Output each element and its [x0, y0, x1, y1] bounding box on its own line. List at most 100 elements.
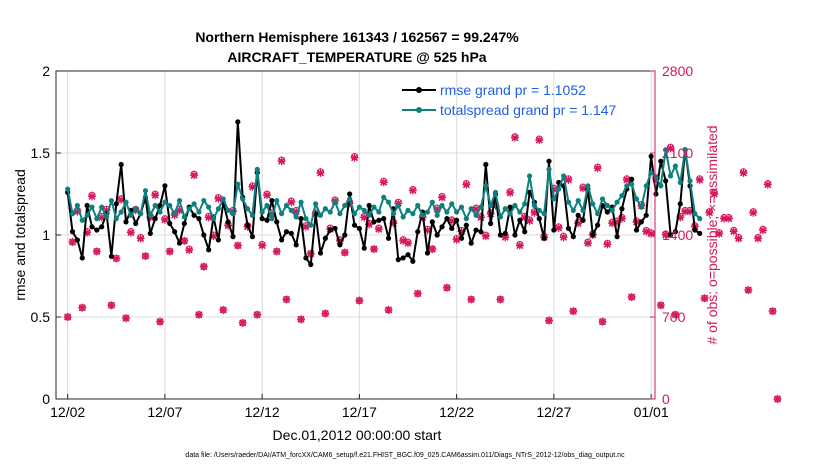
x-tick-label: 12/12 — [245, 404, 280, 420]
rmse-point — [152, 216, 158, 222]
totalspread-point — [454, 209, 460, 215]
totalspread-point — [215, 206, 221, 212]
totalspread-point — [206, 204, 212, 210]
rmse-point — [206, 247, 212, 253]
totalspread-point — [376, 209, 382, 215]
totalspread-point — [619, 193, 625, 199]
obs-assimilated-point — [758, 226, 767, 235]
totalspread-point — [526, 173, 533, 179]
rmse-point — [147, 230, 153, 236]
rmse-point — [356, 225, 362, 232]
rmse-point — [74, 237, 80, 243]
obs-assimilated-point — [92, 247, 101, 256]
obs-assimilated-point — [78, 303, 87, 312]
totalspread-point — [103, 214, 110, 220]
rmse-point — [157, 202, 163, 209]
totalspread-point — [512, 202, 518, 209]
obs-assimilated-point — [258, 241, 267, 250]
totalspread-point — [400, 214, 406, 220]
rmse-point — [551, 227, 557, 233]
totalspread-point — [181, 214, 187, 220]
rmse-point — [298, 216, 304, 222]
totalspread-point — [113, 216, 119, 222]
totalspread-point — [89, 204, 95, 210]
y-tick-label-right: 700 — [662, 309, 686, 325]
totalspread-point — [682, 147, 688, 153]
totalspread-point — [351, 211, 358, 217]
rmse-point — [697, 230, 703, 236]
rmse-point — [410, 258, 416, 264]
grid-lines — [56, 71, 655, 399]
rmse-point — [565, 225, 572, 232]
totalspread-point — [385, 199, 392, 205]
obs-assimilated-point — [545, 316, 554, 325]
totalspread-point — [157, 209, 163, 215]
totalspread-point — [298, 199, 304, 205]
rmse-point — [274, 219, 280, 225]
totalspread-point — [633, 196, 640, 202]
totalspread-point — [478, 204, 484, 210]
x-tick-label: 12/02 — [50, 404, 85, 420]
totalspread-point — [99, 204, 105, 210]
rmse-point — [473, 227, 479, 233]
obs-assimilated-point — [744, 286, 753, 295]
y-tick-label-left: 1 — [42, 227, 50, 243]
rmse-point — [293, 242, 299, 248]
rmse-point — [196, 216, 202, 222]
totalspread-point — [152, 202, 158, 209]
obs-assimilated-point — [277, 157, 286, 166]
rmse-point — [108, 253, 115, 259]
rmse-point — [400, 255, 406, 261]
rmse-point — [317, 250, 324, 256]
totalspread-point — [575, 197, 581, 204]
totalspread-point — [133, 206, 139, 212]
rmse-point — [546, 158, 552, 164]
totalspread-point — [570, 207, 576, 213]
rmse-point — [449, 225, 455, 232]
obs-assimilated-point — [656, 301, 665, 310]
obs-assimilated-point — [705, 208, 714, 217]
totalspread-point — [560, 173, 567, 179]
y-tick-label-right: 2100 — [662, 145, 693, 161]
totalspread-point — [220, 196, 226, 202]
totalspread-point — [604, 202, 610, 209]
rmse-point — [118, 161, 124, 168]
rmse-point — [590, 232, 596, 238]
rmse-point — [278, 237, 285, 243]
x-tick-label: 12/07 — [147, 404, 182, 420]
obs-assimilated-point — [603, 240, 612, 249]
rmse-point — [526, 189, 533, 195]
totalspread-point — [381, 194, 387, 200]
obs-assimilated-point — [107, 301, 116, 310]
rmse-point — [342, 232, 348, 238]
totalspread-point — [283, 202, 290, 209]
totalspread-point — [293, 214, 299, 220]
totalspread-point — [347, 196, 353, 202]
rmse-point — [663, 178, 669, 184]
totalspread-point — [424, 209, 431, 215]
obs-assimilated-point — [598, 317, 607, 326]
data-file-footnote: data file: /Users/raeder/DAI/ATM_forcXX/… — [185, 452, 625, 459]
obs-assimilated-point — [554, 223, 563, 232]
totalspread-point — [507, 211, 513, 217]
totalspread-point — [497, 214, 503, 220]
totalspread-point — [395, 202, 401, 209]
obs-assimilated-point — [647, 229, 656, 238]
rmse-point — [444, 216, 450, 222]
obs-assimilated-point — [87, 192, 96, 201]
rmse-point — [351, 222, 358, 228]
y-tick-label-left: 0.5 — [31, 309, 51, 325]
x-tick-label: 12/27 — [536, 404, 571, 420]
obs-assimilated-point — [442, 283, 451, 292]
rmse-point — [619, 206, 625, 212]
legend-rmse-label: rmse grand pr = 1.1052 — [440, 82, 586, 98]
totalspread-point — [590, 201, 596, 207]
totalspread-point — [259, 209, 265, 215]
totalspread-point — [254, 166, 260, 172]
totalspread-point — [65, 186, 71, 192]
obs-assimilated-point — [141, 252, 150, 261]
obs-assimilated-point — [773, 395, 782, 403]
totalspread-point — [439, 202, 445, 209]
rmse-point — [502, 230, 508, 236]
rmse-point — [176, 240, 183, 246]
